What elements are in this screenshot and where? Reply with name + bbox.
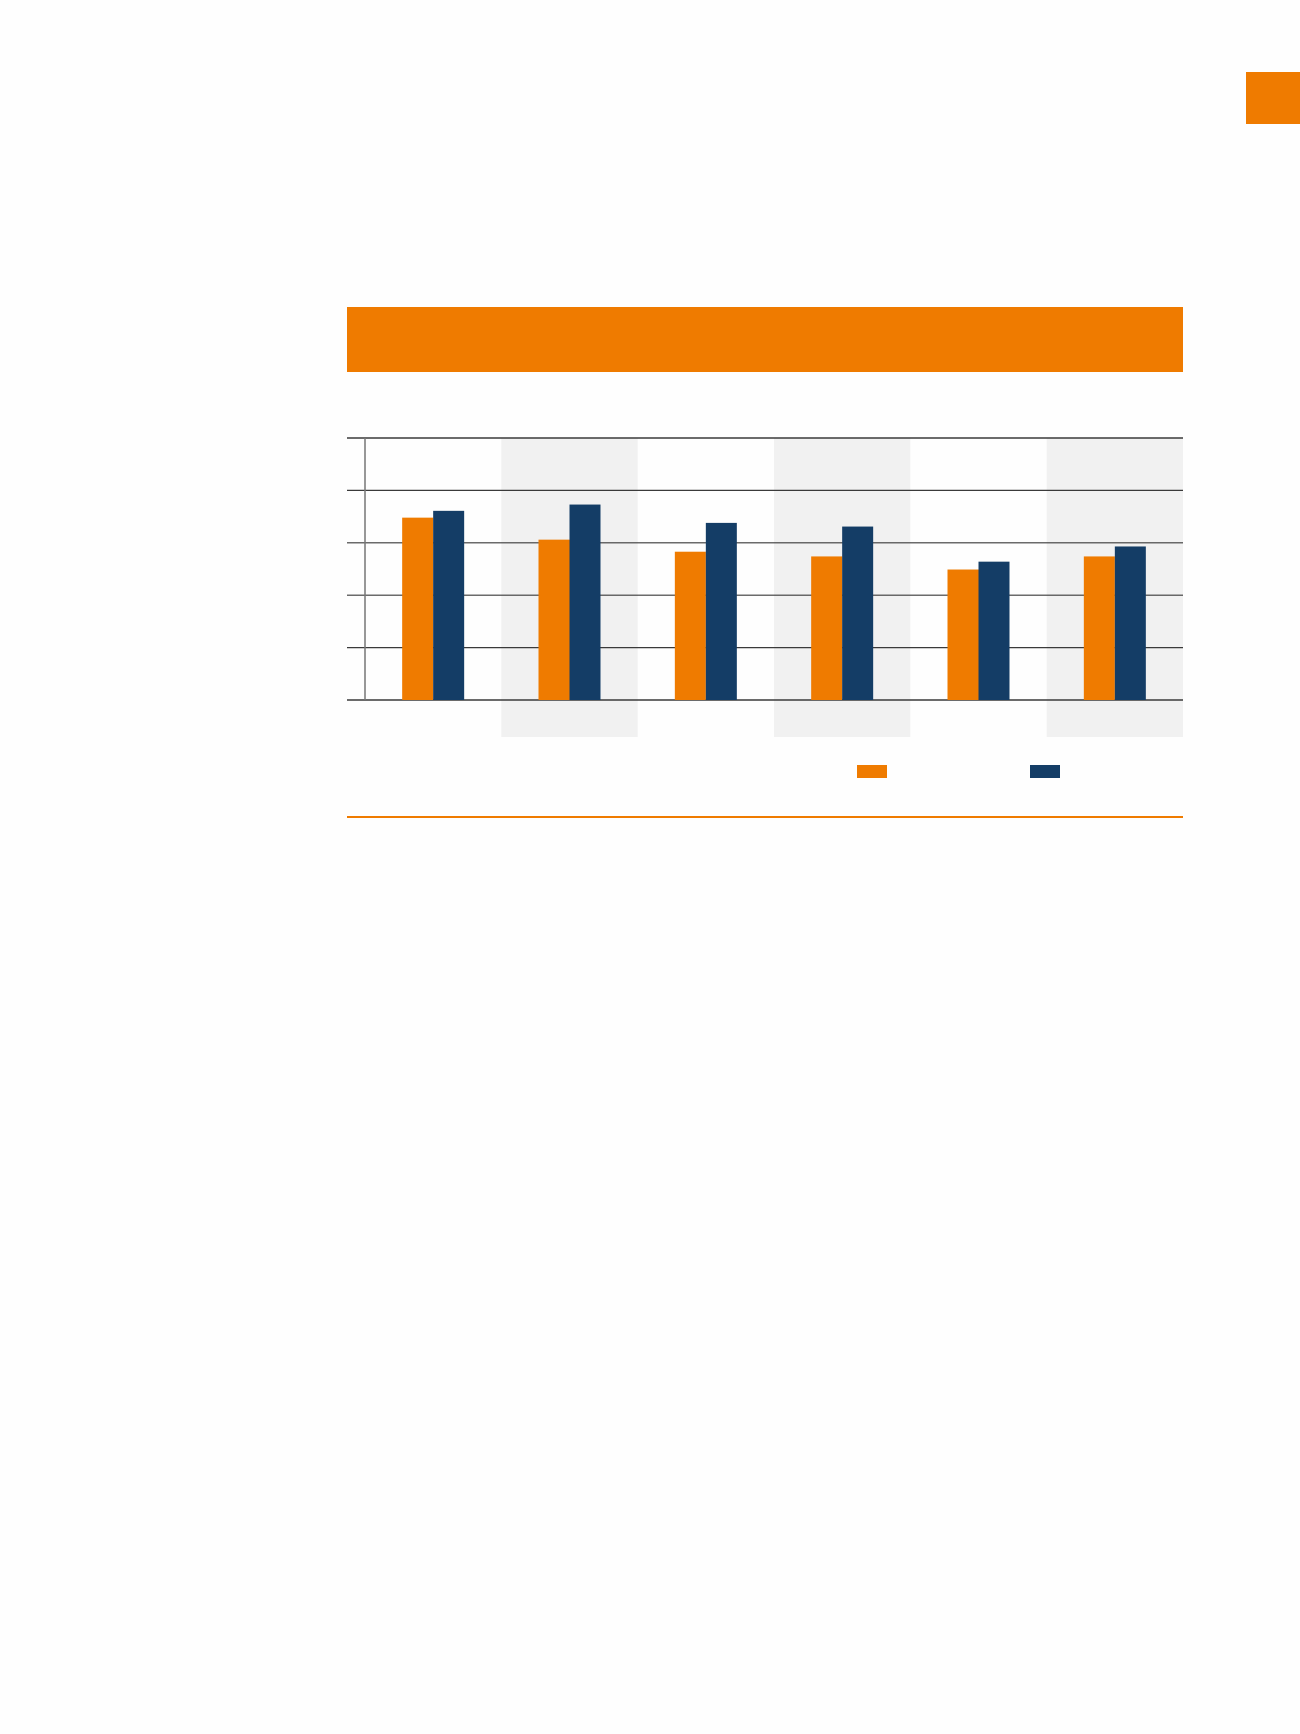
bar-series-1 [538,539,570,700]
bar-series-1 [674,551,706,700]
bar-series-1 [402,517,434,700]
chart-header-bar [347,307,1183,372]
bar-series-1 [1083,556,1115,700]
bar-series-2 [978,561,1010,700]
bar-series-1 [947,569,979,700]
legend-swatch-series-2 [1030,765,1060,778]
bar-series-2 [569,504,601,700]
bar-series-1 [811,556,843,700]
section-tab [1246,72,1300,124]
bar-series-2 [705,522,737,700]
bottom-rule [347,816,1183,818]
bar-series-2 [1114,546,1146,700]
bar-series-2 [433,510,465,700]
bar-series-2 [842,526,874,700]
legend-swatch-series-1 [857,765,887,778]
